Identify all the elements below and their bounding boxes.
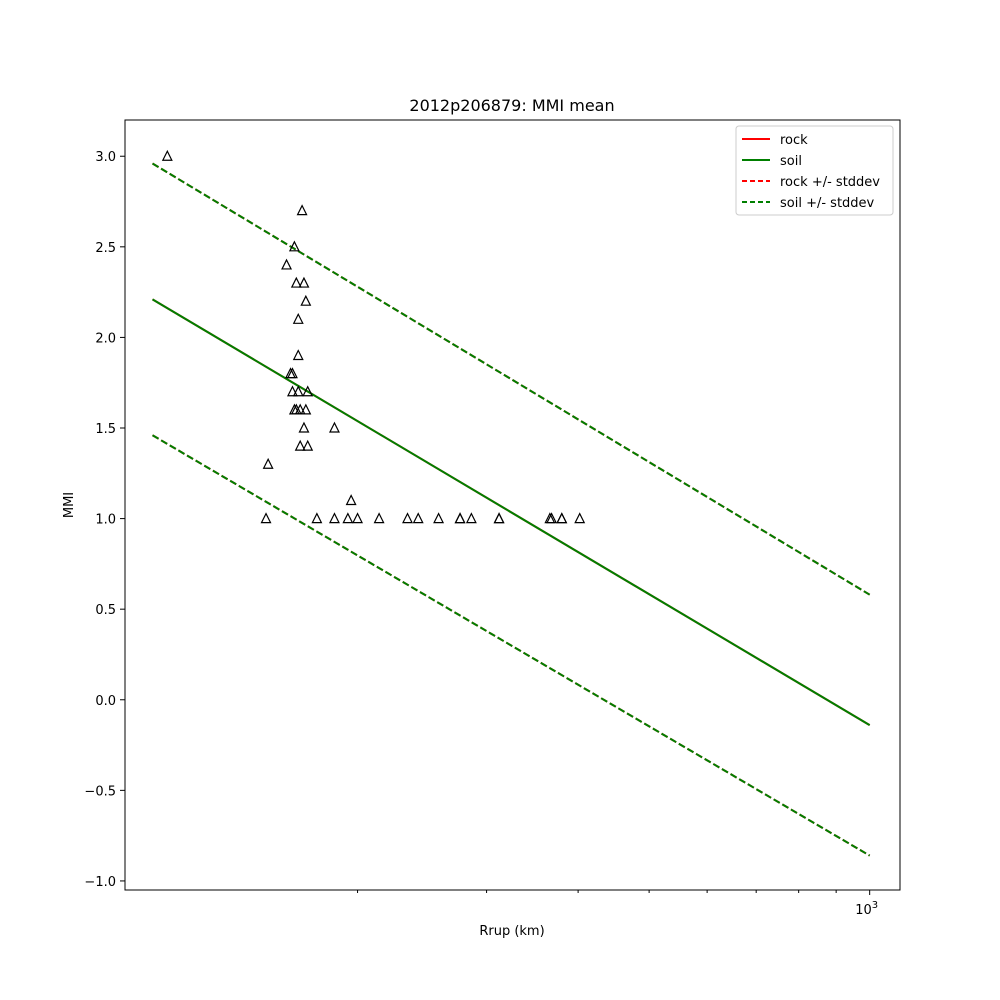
series-line-soil-1 bbox=[152, 298, 871, 726]
y-axis-title: MMI bbox=[62, 492, 77, 518]
chart-title: 2012p206879: MMI mean bbox=[409, 96, 614, 115]
data-point-triangle bbox=[328, 512, 340, 524]
y-tick-label: −1.0 bbox=[84, 875, 116, 890]
data-point-triangle bbox=[292, 385, 304, 397]
x-tick-label: 103 bbox=[855, 900, 878, 918]
y-tick-label: 2.5 bbox=[95, 241, 116, 256]
plot-frame bbox=[124, 119, 901, 891]
data-point-triangle bbox=[546, 512, 558, 524]
data-point-triangle bbox=[296, 204, 308, 216]
data-point-triangle bbox=[294, 403, 306, 415]
data-point-triangle bbox=[302, 439, 314, 451]
data-point-triangle bbox=[292, 312, 304, 324]
data-point-triangle bbox=[454, 512, 466, 524]
legend-label-rock-stddev: rock +/- stddev bbox=[780, 175, 880, 190]
data-point-triangle bbox=[493, 512, 505, 524]
data-point-triangle bbox=[402, 512, 413, 524]
legend-box bbox=[735, 125, 894, 216]
y-tick-label: 2.0 bbox=[95, 331, 116, 346]
data-point-triangle bbox=[311, 512, 323, 524]
series-lines bbox=[152, 162, 871, 857]
data-point-triangle bbox=[465, 512, 477, 524]
legend: rock soil rock +/- stddev soil +/- stddev bbox=[735, 125, 894, 216]
data-point-triangle bbox=[288, 240, 300, 252]
data-point-triangle bbox=[574, 512, 586, 524]
data-point-triangle bbox=[281, 258, 293, 270]
y-tick-label: 3.0 bbox=[95, 150, 116, 165]
data-point-triangle bbox=[298, 421, 310, 433]
data-point-triangle bbox=[302, 385, 314, 397]
data-point-triangle bbox=[294, 439, 306, 451]
data-point-triangle bbox=[412, 512, 424, 524]
data-point-triangle bbox=[286, 367, 298, 379]
data-point-triangle bbox=[373, 512, 385, 524]
data-point-triangle bbox=[345, 494, 357, 506]
x-axis-title: Rrup (km) bbox=[479, 924, 544, 939]
data-point-triangle bbox=[328, 421, 340, 433]
legend-label-rock: rock bbox=[780, 133, 808, 148]
data-point-triangle bbox=[260, 512, 272, 524]
y-tick-label: 1.5 bbox=[95, 422, 116, 437]
y-tick-label: 0.5 bbox=[95, 603, 116, 618]
data-point-triangle bbox=[161, 149, 173, 161]
data-point-triangle bbox=[292, 349, 304, 361]
y-tick-label: 1.0 bbox=[95, 513, 116, 528]
data-point-triangle bbox=[556, 512, 568, 524]
data-point-triangle bbox=[352, 512, 364, 524]
y-tick-label: −0.5 bbox=[84, 784, 116, 799]
legend-label-soil-stddev: soil +/- stddev bbox=[780, 196, 875, 211]
data-point-triangle bbox=[300, 294, 312, 306]
axes: −1.0 −0.5 0.0 0.5 1.0 1.5 2.0 2.5 3.0 103 bbox=[84, 119, 901, 918]
data-point-triangle bbox=[342, 512, 354, 524]
data-points bbox=[161, 149, 586, 524]
data-point-triangle bbox=[433, 512, 445, 524]
data-point-triangle bbox=[286, 385, 298, 397]
legend-label-soil: soil bbox=[780, 154, 802, 169]
data-point-triangle bbox=[300, 403, 312, 415]
y-tick-label: 0.0 bbox=[95, 694, 116, 709]
data-point-triangle bbox=[262, 457, 274, 469]
series-line-soil-stddev-5 bbox=[152, 434, 871, 857]
data-point-triangle bbox=[290, 276, 302, 288]
data-point-triangle bbox=[298, 276, 310, 288]
